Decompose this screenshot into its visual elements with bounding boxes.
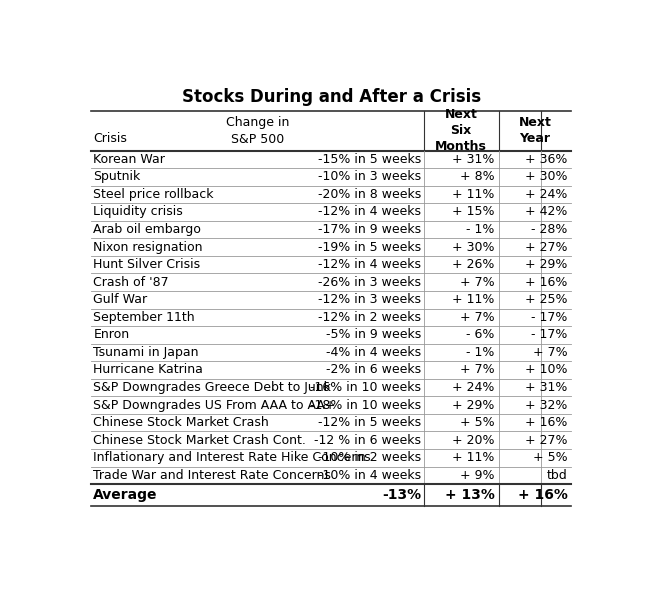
Text: + 10%: + 10% (525, 364, 567, 376)
Text: + 29%: + 29% (525, 258, 567, 271)
Text: + 24%: + 24% (452, 381, 495, 394)
Text: Trade War and Interest Rate Concerns: Trade War and Interest Rate Concerns (93, 469, 331, 482)
Text: Sputnik: Sputnik (93, 170, 141, 184)
Text: - 17%: - 17% (531, 328, 567, 341)
Text: Chinese Stock Market Crash: Chinese Stock Market Crash (93, 416, 269, 429)
Text: + 7%: + 7% (533, 346, 567, 359)
Text: -12% in 4 weeks: -12% in 4 weeks (318, 205, 421, 218)
Text: + 7%: + 7% (460, 276, 495, 289)
Text: + 11%: + 11% (452, 451, 495, 464)
Text: -26% in 3 weeks: -26% in 3 weeks (318, 276, 421, 289)
Text: + 8%: + 8% (460, 170, 495, 184)
Text: Crash of '87: Crash of '87 (93, 276, 169, 289)
Text: Change in
S&P 500: Change in S&P 500 (225, 116, 289, 146)
Text: + 7%: + 7% (460, 311, 495, 324)
Text: + 27%: + 27% (525, 241, 567, 254)
Text: - 6%: - 6% (466, 328, 495, 341)
Text: Stocks During and After a Crisis: Stocks During and After a Crisis (182, 88, 481, 106)
Text: Arab oil embargo: Arab oil embargo (93, 223, 201, 236)
Text: + 31%: + 31% (452, 153, 495, 166)
Text: Tsunami in Japan: Tsunami in Japan (93, 346, 199, 359)
Text: -12% in 3 weeks: -12% in 3 weeks (318, 293, 421, 306)
Text: -12% in 2 weeks: -12% in 2 weeks (318, 311, 421, 324)
Text: -4% in 4 weeks: -4% in 4 weeks (326, 346, 421, 359)
Text: + 11%: + 11% (452, 188, 495, 201)
Text: -17% in 9 weeks: -17% in 9 weeks (318, 223, 421, 236)
Text: + 20%: + 20% (452, 434, 495, 447)
Text: + 26%: + 26% (452, 258, 495, 271)
Text: + 16%: + 16% (525, 416, 567, 429)
Text: September 11th: September 11th (93, 311, 195, 324)
Text: - 17%: - 17% (531, 311, 567, 324)
Text: -19% in 5 weeks: -19% in 5 weeks (318, 241, 421, 254)
Text: - 28%: - 28% (531, 223, 567, 236)
Text: Gulf War: Gulf War (93, 293, 147, 306)
Text: + 32%: + 32% (525, 398, 567, 412)
Text: -12% in 5 weeks: -12% in 5 weeks (318, 416, 421, 429)
Text: S&P Downgrades US From AAA to AA+: S&P Downgrades US From AAA to AA+ (93, 398, 336, 412)
Text: -18% in 10 weeks: -18% in 10 weeks (310, 398, 421, 412)
Text: Next
Year: Next Year (519, 116, 552, 145)
Text: -15% in 5 weeks: -15% in 5 weeks (318, 153, 421, 166)
Text: S&P Downgrades Greece Debt to Junk: S&P Downgrades Greece Debt to Junk (93, 381, 331, 394)
Text: Chinese Stock Market Crash Cont.: Chinese Stock Market Crash Cont. (93, 434, 306, 447)
Text: + 5%: + 5% (460, 416, 495, 429)
Text: + 7%: + 7% (460, 364, 495, 376)
Text: tbd: tbd (547, 469, 567, 482)
Text: -12% in 4 weeks: -12% in 4 weeks (318, 258, 421, 271)
Text: Hurricane Katrina: Hurricane Katrina (93, 364, 203, 376)
Text: Crisis: Crisis (93, 132, 127, 145)
Text: -10% in 2 weeks: -10% in 2 weeks (318, 451, 421, 464)
Text: -13%: -13% (382, 488, 421, 502)
Text: Korean War: Korean War (93, 153, 165, 166)
Text: + 13%: + 13% (445, 488, 495, 502)
Text: -12 % in 6 weeks: -12 % in 6 weeks (314, 434, 421, 447)
Text: + 16%: + 16% (517, 488, 567, 502)
Text: Next
Six
Months: Next Six Months (435, 109, 487, 154)
Text: Inflationary and Interest Rate Hike Concerns: Inflationary and Interest Rate Hike Conc… (93, 451, 371, 464)
Text: + 25%: + 25% (525, 293, 567, 306)
Text: + 24%: + 24% (525, 188, 567, 201)
Text: Average: Average (93, 488, 158, 502)
Text: -16% in 10 weeks: -16% in 10 weeks (310, 381, 421, 394)
Text: -10% in 3 weeks: -10% in 3 weeks (318, 170, 421, 184)
Text: Enron: Enron (93, 328, 129, 341)
Text: + 36%: + 36% (525, 153, 567, 166)
Text: - 1%: - 1% (466, 346, 495, 359)
Text: Nixon resignation: Nixon resignation (93, 241, 203, 254)
Text: + 42%: + 42% (525, 205, 567, 218)
Text: Steel price rollback: Steel price rollback (93, 188, 214, 201)
Text: + 15%: + 15% (452, 205, 495, 218)
Text: - 1%: - 1% (466, 223, 495, 236)
Text: + 9%: + 9% (461, 469, 495, 482)
Text: -5% in 9 weeks: -5% in 9 weeks (326, 328, 421, 341)
Text: Hunt Silver Crisis: Hunt Silver Crisis (93, 258, 200, 271)
Text: Liquidity crisis: Liquidity crisis (93, 205, 183, 218)
Text: -10% in 4 weeks: -10% in 4 weeks (318, 469, 421, 482)
Text: + 16%: + 16% (525, 276, 567, 289)
Text: + 29%: + 29% (452, 398, 495, 412)
Text: -20% in 8 weeks: -20% in 8 weeks (318, 188, 421, 201)
Text: + 11%: + 11% (452, 293, 495, 306)
Text: + 5%: + 5% (533, 451, 567, 464)
Text: -2% in 6 weeks: -2% in 6 weeks (326, 364, 421, 376)
Text: + 30%: + 30% (452, 241, 495, 254)
Text: + 27%: + 27% (525, 434, 567, 447)
Text: + 30%: + 30% (525, 170, 567, 184)
Text: + 31%: + 31% (525, 381, 567, 394)
